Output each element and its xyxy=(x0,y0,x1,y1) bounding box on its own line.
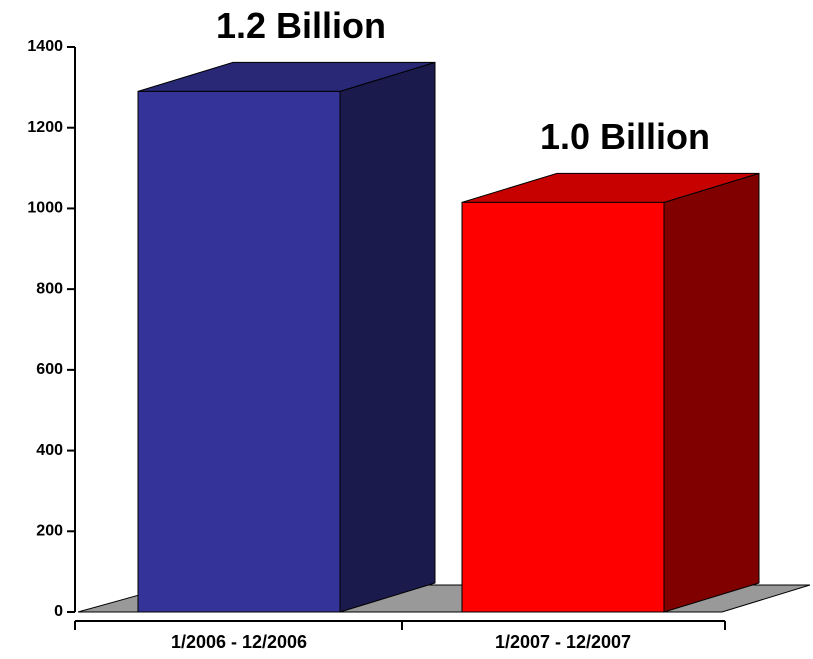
x-tick-label: 1/2007 - 12/2007 xyxy=(495,632,631,652)
bar-side xyxy=(663,172,760,613)
y-tick-label: 600 xyxy=(36,361,63,378)
y-tick-label: 1200 xyxy=(27,119,63,136)
bar-annotation: 1.0 Billion xyxy=(540,116,710,157)
y-tick-label: 800 xyxy=(36,280,63,297)
y-tick-label: 1400 xyxy=(27,38,63,55)
bar xyxy=(461,201,665,613)
y-tick-label: 200 xyxy=(36,523,63,540)
bar xyxy=(137,90,341,613)
y-tick-label: 400 xyxy=(36,442,63,459)
y-tick-label: 1000 xyxy=(27,200,63,217)
bar-side xyxy=(339,61,436,613)
x-tick-label: 1/2006 - 12/2006 xyxy=(171,632,307,652)
y-tick-label: 0 xyxy=(54,603,63,620)
bar-annotation: 1.2 Billion xyxy=(216,5,386,46)
